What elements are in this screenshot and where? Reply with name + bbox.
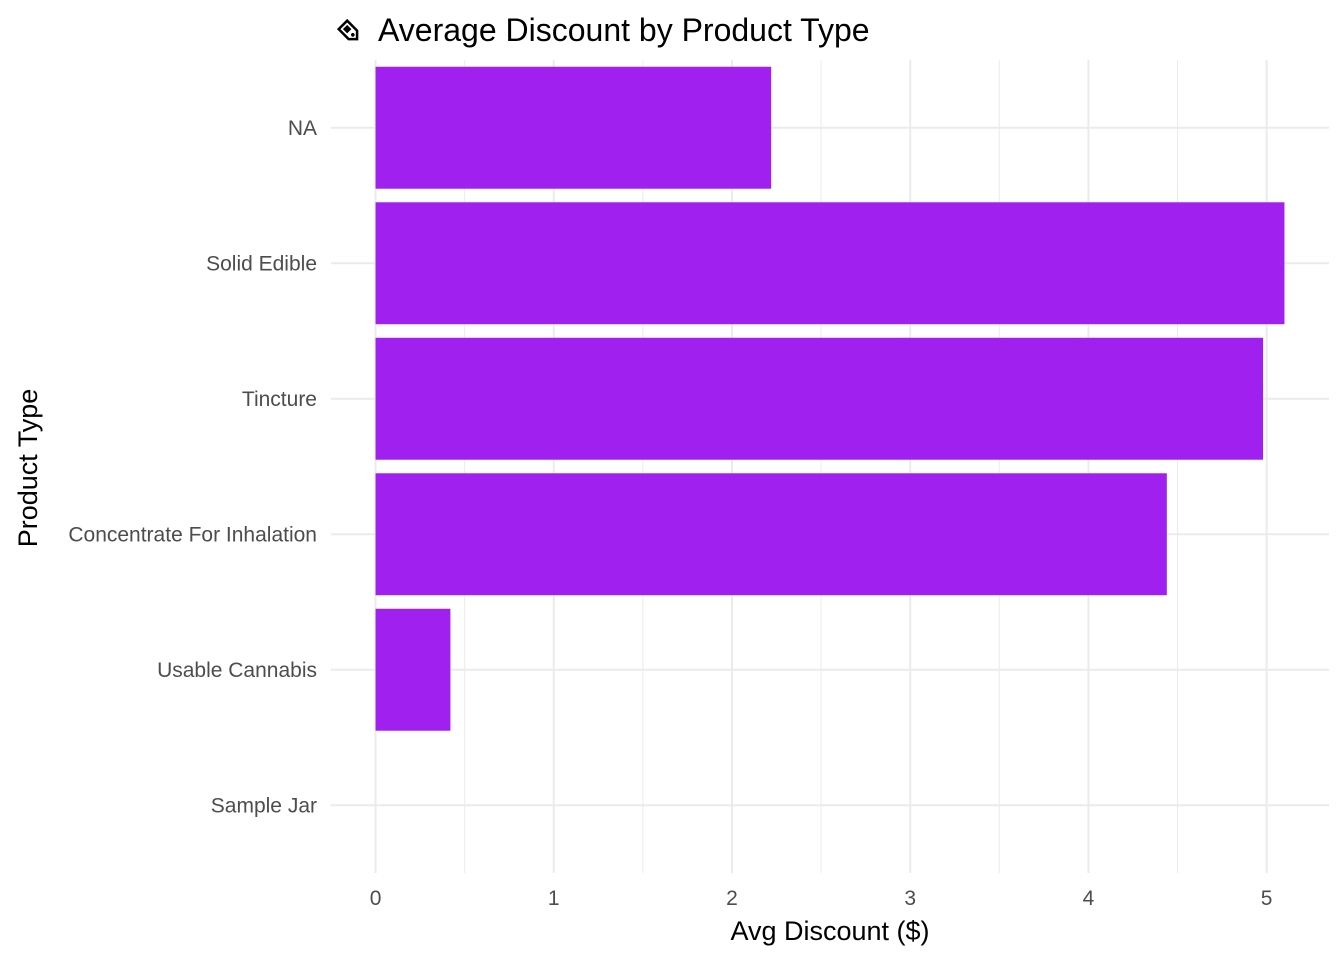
price-tag-icon <box>339 21 362 44</box>
chart-title-group: Average Discount by Product Type <box>339 12 870 48</box>
bar <box>376 67 772 189</box>
x-axis-title: Avg Discount ($) <box>730 916 929 946</box>
y-tick-label: Sample Jar <box>211 794 317 817</box>
bar <box>376 473 1167 595</box>
y-tick-label: Solid Edible <box>206 252 317 275</box>
x-tick-label: 1 <box>548 887 560 910</box>
x-tick-label: 2 <box>726 887 738 910</box>
x-tick-labels: 0 1 2 3 4 5 <box>370 887 1273 910</box>
x-tick-label: 5 <box>1261 887 1273 910</box>
x-tick-label: 4 <box>1083 887 1095 910</box>
y-tick-labels: NA Solid Edible Tincture Concentrate For In… <box>68 117 317 818</box>
x-tick-label: 3 <box>904 887 916 910</box>
bar <box>376 609 451 731</box>
chart-title: Average Discount by Product Type <box>378 12 870 48</box>
x-tick-label: 0 <box>370 887 382 910</box>
y-axis-title: Product Type <box>13 389 43 548</box>
y-tick-label: Concentrate For Inhalation <box>68 523 317 546</box>
bar <box>376 338 1264 460</box>
bars <box>376 67 1285 731</box>
y-tick-label: Usable Cannabis <box>157 659 317 682</box>
y-tick-label: Tincture <box>242 388 317 411</box>
y-tick-label: NA <box>288 117 317 140</box>
bar <box>376 202 1285 324</box>
